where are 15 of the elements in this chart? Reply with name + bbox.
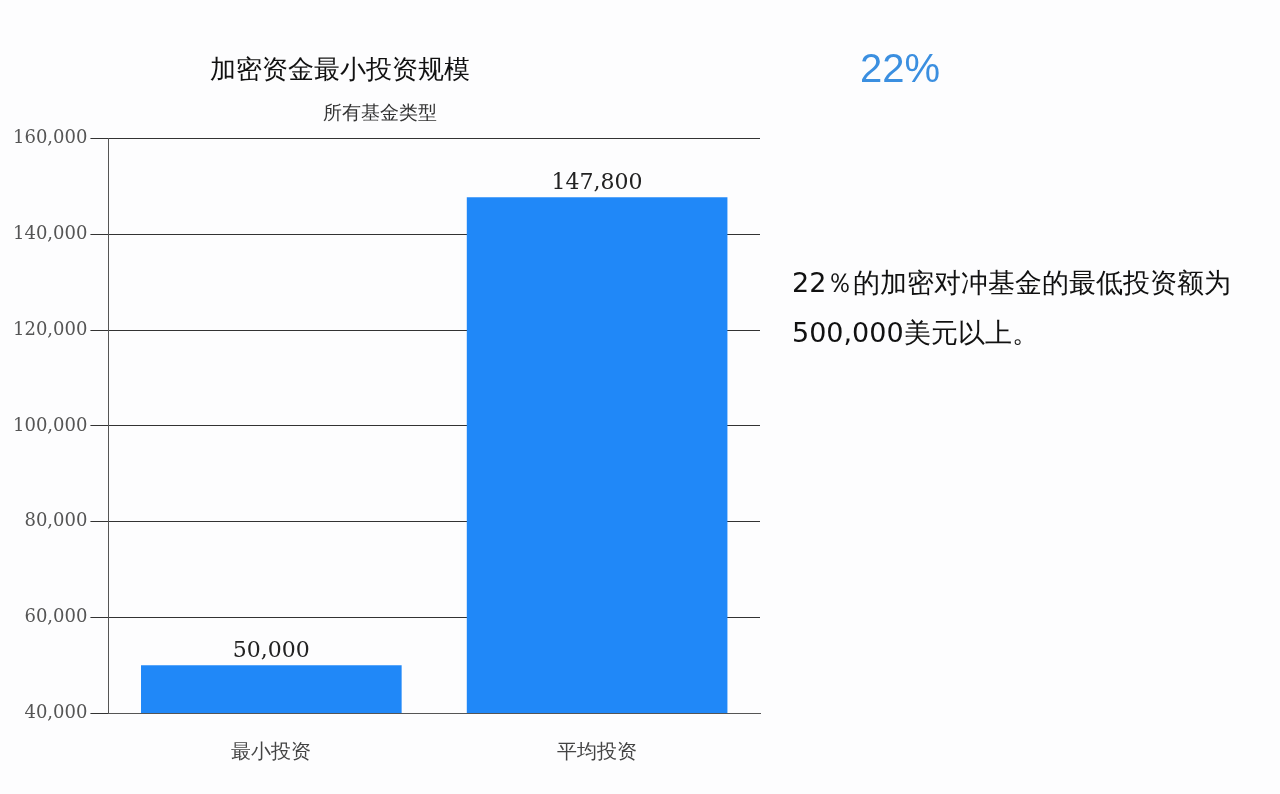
x-tick-label: 平均投资 (557, 739, 638, 764)
y-tick-label: 40,000 (24, 700, 88, 722)
data-label: 50,000 (232, 636, 310, 662)
chart-title: 加密资金最小投资规模 (209, 53, 471, 86)
y-tick-label: 100,000 (13, 413, 88, 435)
y-tick-label: 160,000 (13, 126, 88, 148)
text: 22% (860, 46, 941, 91)
x-tick-label: 最小投资 (231, 739, 312, 764)
text: 22％的加密对冲基金的最低投资额为500,000美元以上。 (792, 266, 1233, 350)
y-tick-label: 140,000 (13, 222, 88, 244)
y-tick-label: 120,000 (13, 317, 88, 339)
y-tick-label: 60,000 (24, 604, 88, 626)
data-label: 147,800 (551, 168, 643, 194)
chart-subtitle: 所有基金类型 (322, 100, 438, 125)
y-tick-label: 80,000 (24, 509, 88, 531)
